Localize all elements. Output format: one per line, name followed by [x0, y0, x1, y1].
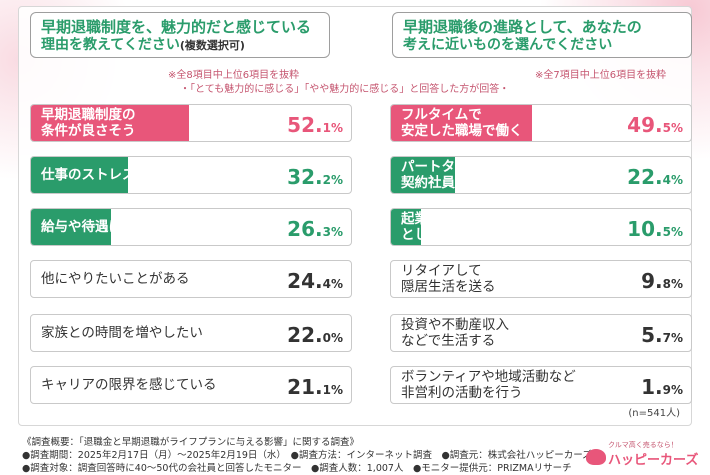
left-bar-value: 26. 3%: [287, 217, 343, 241]
right-bar-row: パートタイムや 契約社員など柔軟に働く 22. 4%: [390, 156, 692, 194]
left-bar-row: 給与や待遇に不満がある 26. 3%: [30, 208, 352, 246]
left-question-header: 早期退職制度を、魅力的だと感じている 理由を教えてください(複数選択可): [30, 12, 330, 58]
right-bar-label: リタイアして 隠居生活を送る: [401, 263, 496, 295]
logo-name: ハッピーカーズ: [608, 453, 699, 468]
right-question-title-line2: 考えに近いものを選んでください: [403, 37, 613, 53]
left-bar-row: 早期退職制度の 条件が良さそう 52. 1%: [30, 104, 352, 142]
left-bar-label: キャリアの限界を感じている: [41, 377, 217, 393]
right-bar-value: 10. 5%: [627, 217, 683, 241]
left-bar: [31, 209, 111, 245]
left-bar: [31, 105, 189, 141]
footer-line-1: 《調査概要：「退職金と早期退職がライフプランに与える影響」に関する調査》: [22, 437, 359, 448]
left-bar-label: 家族との時間を増やしたい: [41, 325, 203, 341]
left-bar-row: 家族との時間を増やしたい 22. 0%: [30, 314, 352, 352]
left-question-paren: (複数選択可): [179, 39, 245, 52]
left-bar-label: 給与や待遇に不満がある: [41, 219, 190, 235]
left-question-title: 早期退職制度を、魅力的だと感じている: [41, 18, 312, 36]
logo-tagline: クルマ高く売るなら！: [608, 441, 678, 449]
right-bar: [391, 209, 421, 245]
right-bar-row: リタイアして 隠居生活を送る 9. 8%: [390, 260, 692, 298]
right-bar-row: 投資や不動産収入 などで生活する 5. 7%: [390, 314, 692, 352]
left-question-title-line2: 理由を教えてください(複数選択可): [41, 37, 245, 53]
right-bar-value: 22. 4%: [627, 165, 683, 189]
left-bar-label: 仕事のストレスが大きい: [41, 167, 190, 183]
left-bar-value: 24. 4%: [287, 269, 343, 293]
left-bar-row: キャリアの限界を感じている 21. 1%: [30, 366, 352, 404]
company-logo: クルマ高く売るなら！ ハッピーカーズ: [586, 440, 699, 470]
sample-size: (n=541人): [628, 408, 680, 419]
right-bar-value: 9. 8%: [641, 269, 683, 293]
right-question-title: 早期退職後の進路として、あなたの: [403, 18, 642, 36]
car-logo-icon: [586, 449, 606, 465]
right-bar: [391, 157, 455, 193]
footer-line-2: ●調査期間：2025年2月17日（月）～2025年2月19日（水） ●調査方法：…: [22, 450, 592, 461]
right-bar-row: フルタイムで 安定した職場で働く 49. 5%: [390, 104, 692, 142]
left-bar: [31, 157, 128, 193]
right-bar-value: 49. 5%: [627, 113, 683, 137]
right-bar-label: ボランティアや地域活動など 非営利の活動を行う: [401, 369, 576, 401]
right-bar-label: パートタイムや 契約社員など柔軟に働く: [401, 159, 550, 191]
left-bar-value: 22. 0%: [287, 323, 343, 347]
left-bar-label: 早期退職制度の 条件が良さそう: [41, 107, 136, 139]
right-note: ※全7項目中上位6項目を抜粋: [535, 70, 667, 81]
right-bar-value: 1. 9%: [641, 375, 683, 399]
left-note: ※全8項目中上位6項目を抜粋: [168, 70, 300, 81]
left-bar-value: 32. 2%: [287, 165, 343, 189]
footer-line-3: ●調査対象：調査回答時に40～50代の会社員と回答したモニター ●調査人数：1,…: [22, 463, 572, 474]
survey-footer: 《調査概要：「退職金と早期退職がライフプランに与える影響」に関する調査》 ●調査…: [22, 436, 592, 475]
right-bar-value: 5. 7%: [641, 323, 683, 347]
left-bar-row: 仕事のストレスが大きい 32. 2%: [30, 156, 352, 194]
left-bar-value: 52. 1%: [287, 113, 343, 137]
right-bar-row: ボランティアや地域活動など 非営利の活動を行う 1. 9%: [390, 366, 692, 404]
right-question-header: 早期退職後の進路として、あなたの 考えに近いものを選んでください: [392, 12, 692, 58]
right-bar: [391, 105, 532, 141]
left-bar-value: 21. 1%: [287, 375, 343, 399]
right-bar-label: 投資や不動産収入 などで生活する: [401, 317, 509, 349]
left-bar-label: 他にやりたいことがある: [41, 271, 190, 287]
left-note-2: ・「とても魅力的に感じる」「やや魅力的に感じる」と回答した方が回答・: [180, 84, 510, 95]
right-bar-label: フルタイムで 安定した職場で働く: [401, 107, 523, 139]
right-bar-label: 起業やフリーランス として働く: [401, 211, 523, 243]
right-bar-row: 起業やフリーランス として働く 10. 5%: [390, 208, 692, 246]
left-bar-row: 他にやりたいことがある 24. 4%: [30, 260, 352, 298]
